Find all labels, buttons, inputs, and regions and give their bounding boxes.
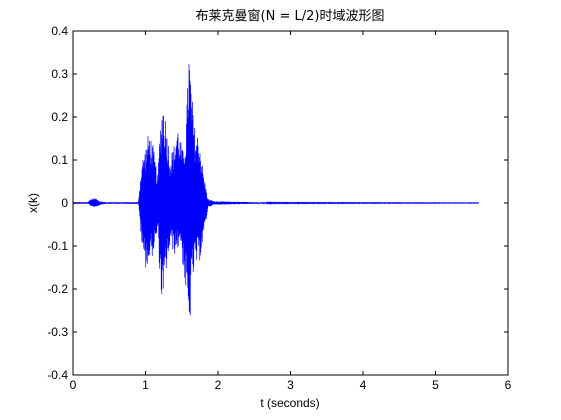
x-tick-label: 4 (360, 378, 367, 392)
y-tick-label: -0.4 (47, 368, 68, 382)
x-tick-label: 6 (505, 378, 512, 392)
x-tick-label: 0 (70, 378, 77, 392)
x-tick-label: 2 (215, 378, 222, 392)
y-tick-label: 0.2 (51, 110, 68, 124)
y-tick-label: 0.3 (51, 67, 68, 81)
tick-layer: 0 1 2 3 4 5 6 -0.4 -0.3 -0.2 -0.1 0 0.1 0.2 0.3 0.4 (47, 24, 511, 392)
signal-layer (72, 64, 480, 316)
x-tick-label: 3 (287, 378, 294, 392)
y-tick-label: -0.3 (47, 325, 68, 339)
y-tick-label: -0.2 (47, 282, 68, 296)
y-tick-label: -0.1 (47, 239, 68, 253)
y-tick-label: 0.4 (51, 24, 68, 38)
y-tick-label: 0 (61, 196, 68, 210)
y-axis-label: x(k) (26, 193, 40, 213)
x-tick-label: 5 (432, 378, 439, 392)
chart-title: 布莱克曼窗(N = L/2)时域波形图 (196, 8, 385, 24)
y-tick-label: 0.1 (51, 153, 68, 167)
x-tick-label: 1 (142, 378, 149, 392)
x-axis-label: t (seconds) (260, 396, 319, 410)
plot-area: 0 1 2 3 4 5 6 -0.4 -0.3 -0.2 -0.1 0 0.1 0.2 0.3 0.4 (47, 24, 511, 392)
